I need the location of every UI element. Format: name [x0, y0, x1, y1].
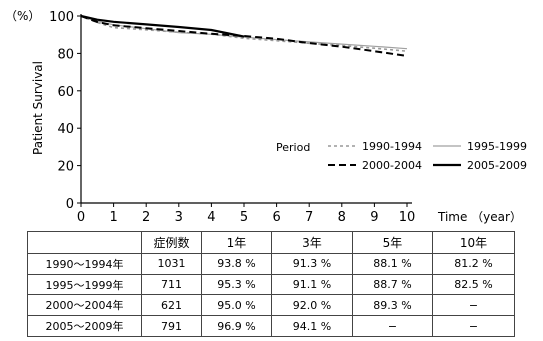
table-header-cell	[27, 231, 142, 254]
table-cell: 92.0 %	[271, 294, 353, 317]
table-cell: 88.7 %	[352, 273, 433, 296]
y-unit-label: （%）	[5, 9, 40, 23]
x-tick-label: 1	[109, 210, 117, 225]
table-cell: 2000〜2004年	[27, 294, 142, 317]
table-header-cell: 3年	[271, 231, 353, 254]
legend-label: 1995-1999	[467, 140, 527, 153]
legend-title: Period	[276, 141, 310, 154]
table-cell: 91.3 %	[271, 252, 353, 275]
y-tick-label: 0	[66, 197, 74, 212]
y-tick-label: 60	[57, 85, 74, 100]
survival-table: 症例数 1年 3年 5年 10年 1990〜1994年 1031 93.8 % …	[27, 231, 515, 337]
table-cell: 95.3 %	[201, 273, 272, 296]
x-tick-label: 5	[240, 210, 248, 225]
y-axis-title: Patient Survival	[31, 61, 45, 155]
table-cell: −	[432, 294, 515, 317]
table-cell: 791	[141, 315, 202, 337]
table-cell: 2005〜2009年	[27, 315, 142, 337]
table-header-row: 症例数 1年 3年 5年 10年	[27, 231, 515, 254]
x-axis-title: Time （year）	[437, 210, 522, 224]
survival-chart: 0 20 40 60 80 100 0 1 2 3 4 5 6 7 8 9 10 Period 1990-1994…	[5, 9, 527, 225]
table-cell: 88.1 %	[352, 252, 433, 275]
table-header-cell: 5年	[352, 231, 433, 254]
series-line-2005-2009	[80, 14, 245, 38]
table-cell: 94.1 %	[271, 315, 353, 337]
x-tick-label: 7	[305, 210, 313, 225]
x-tick-label: 4	[207, 210, 215, 225]
legend-label: 2000-2004	[362, 159, 422, 172]
table-cell: 81.2 %	[432, 252, 515, 275]
x-tick-label: 10	[399, 210, 416, 225]
table-row: 1995〜1999年 711 95.3 % 91.1 % 88.7 % 82.5…	[27, 273, 515, 296]
table-header-cell: 症例数	[141, 231, 202, 254]
y-tick-label: 100	[49, 10, 74, 25]
table-cell: −	[352, 315, 433, 337]
x-tick-label: 2	[142, 210, 150, 225]
series-line-2000-2004	[80, 15, 408, 57]
series-line-1990-1994	[80, 15, 408, 52]
x-tick-label: 6	[272, 210, 280, 225]
y-tick-label: 40	[57, 122, 74, 137]
x-tick-label: 3	[175, 210, 183, 225]
table-cell: 82.5 %	[432, 273, 515, 296]
legend-label: 2005-2009	[467, 159, 527, 172]
table-cell: 1995〜1999年	[27, 273, 142, 296]
table-row: 2000〜2004年 621 95.0 % 92.0 % 89.3 % −	[27, 294, 515, 317]
y-tick-label: 80	[57, 47, 74, 62]
table-cell: 1990〜1994年	[27, 252, 142, 275]
x-tick-label: 0	[77, 210, 85, 225]
table-cell: 89.3 %	[352, 294, 433, 317]
table-cell: 1031	[141, 252, 202, 275]
table-cell: −	[432, 315, 515, 337]
table-row: 1990〜1994年 1031 93.8 % 91.3 % 88.1 % 81.…	[27, 252, 515, 275]
table-cell: 95.0 %	[201, 294, 272, 317]
table-cell: 91.1 %	[271, 273, 353, 296]
series-line-1995-1999	[80, 15, 408, 50]
x-tick-label: 8	[338, 210, 346, 225]
table-row: 2005〜2009年 791 96.9 % 94.1 % − −	[27, 315, 515, 337]
x-tick-label: 9	[370, 210, 378, 225]
y-tick-label: 20	[57, 160, 74, 175]
table-cell: 621	[141, 294, 202, 317]
table-header-cell: 1年	[201, 231, 272, 254]
table-cell: 96.9 %	[201, 315, 272, 337]
table-cell: 93.8 %	[201, 252, 272, 275]
legend-label: 1990-1994	[362, 140, 422, 153]
table-header-cell: 10年	[432, 231, 515, 254]
table-cell: 711	[141, 273, 202, 296]
